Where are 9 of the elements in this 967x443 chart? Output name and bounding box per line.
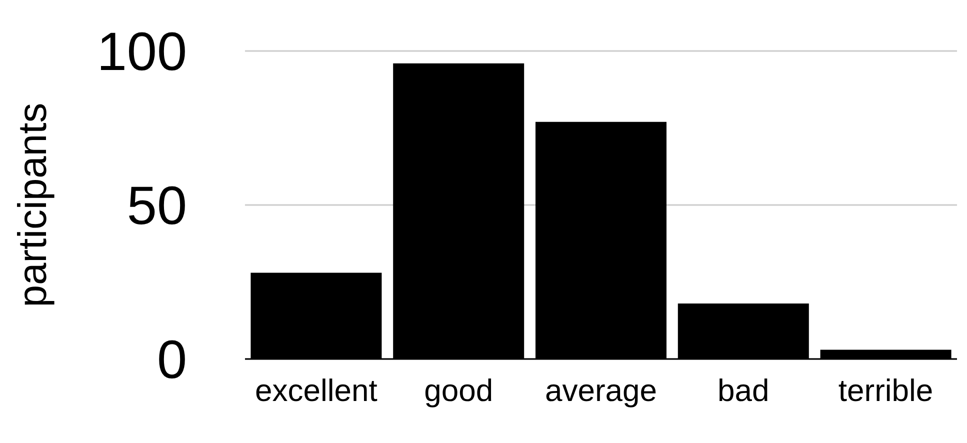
- x-tick-label: average: [544, 373, 658, 408]
- y-axis-title: participants: [11, 102, 56, 308]
- y-tick-label: 0: [156, 330, 187, 390]
- y-tick-label: 50: [126, 176, 187, 236]
- x-tick-label: terrible: [838, 373, 934, 408]
- y-tick-label: 100: [96, 22, 187, 82]
- x-tick-label: excellent: [255, 373, 378, 408]
- x-tick-label: bad: [718, 373, 770, 408]
- x-tick-label: good: [424, 373, 494, 408]
